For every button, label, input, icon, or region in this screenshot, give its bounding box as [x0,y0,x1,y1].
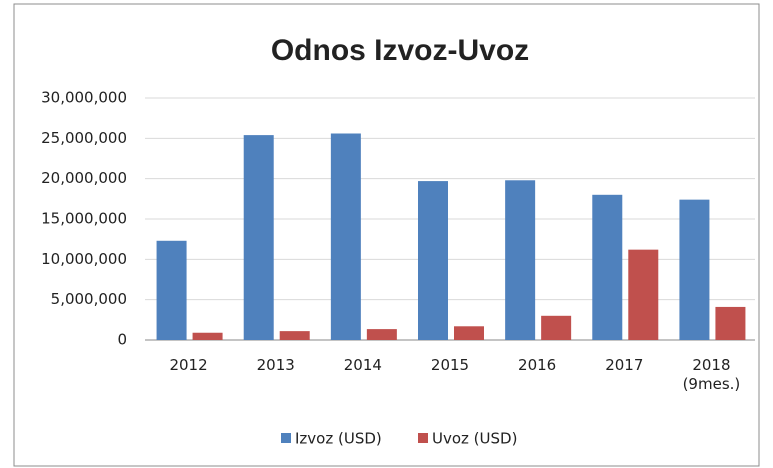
legend-swatch [281,433,291,443]
bar [279,331,310,340]
bar [505,180,536,340]
chart-title: Odnos Izvoz-Uvoz [271,34,529,67]
x-tick-label: 2014 [343,356,382,374]
bar [592,194,623,340]
x-tick-label: 2015 [430,356,470,374]
y-tick-label: 0 [117,331,127,349]
x-tick-label: 2013 [256,356,295,374]
bar [454,326,484,340]
y-tick-label: 20,000,000 [41,169,127,187]
bar [541,315,572,340]
bar [192,332,223,340]
legend-label: Izvoz (USD) [295,430,382,448]
y-tick-label: 5,000,000 [51,290,127,308]
x-tick-label: 2017 [605,356,644,374]
y-tick-label: 25,000,000 [41,129,127,147]
bar [243,135,274,340]
bar [156,240,187,340]
legend-label: Uvoz (USD) [432,430,517,448]
x-tick-label: 2018 (9mes.) [682,356,741,393]
bar [715,306,746,340]
bar [628,249,659,340]
x-tick-label: 2016 [518,356,557,374]
y-tick-label: 30,000,000 [41,89,127,107]
bar [418,181,448,340]
bar [366,329,397,340]
bar [679,199,710,340]
chart-frame [13,3,760,467]
x-tick-label: 2012 [169,356,208,374]
y-tick-label: 10,000,000 [41,250,127,268]
y-tick-label: 15,000,000 [41,210,127,228]
legend-swatch [418,433,428,443]
bar [330,133,361,340]
